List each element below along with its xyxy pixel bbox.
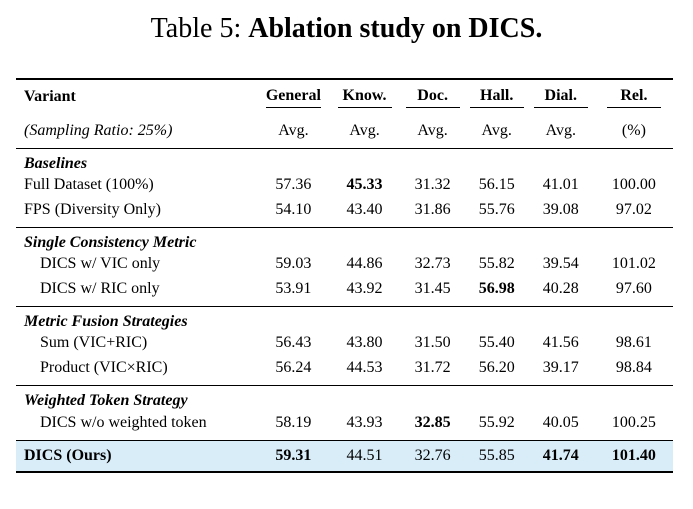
header-col-doc: Doc. [399, 79, 467, 114]
group-title-row: Metric Fusion Strategies [16, 306, 673, 332]
row-name: Sum (VIC+RIC) [40, 334, 148, 351]
table-row: FPS (Diversity Only) 54.10 43.40 31.86 5… [16, 197, 673, 228]
cell-know: 44.53 [346, 359, 383, 376]
cell-know: 43.92 [346, 280, 383, 297]
cell-general: 56.24 [275, 359, 312, 376]
header-col-know: Know. [330, 79, 398, 114]
header-row-sub: (Sampling Ratio: 25%) Avg. Avg. Avg. Avg… [16, 114, 673, 149]
cell-rel: 97.02 [615, 201, 652, 218]
group-title: Single Consistency Metric [24, 234, 197, 251]
cell-dial: 39.08 [542, 201, 579, 218]
cell-hall: 56.15 [478, 176, 515, 193]
cell-hall: 56.20 [478, 359, 515, 376]
cell-know: 44.51 [330, 440, 399, 472]
ablation-table-container: Variant General Know. Doc. Hall. Dial. R… [16, 78, 673, 473]
cell-general: 59.03 [275, 255, 312, 272]
cell-doc: 31.72 [414, 359, 451, 376]
caption-title: Ablation study on DICS. [248, 13, 543, 44]
table-row: DICS w/o weighted token 58.19 43.93 32.8… [16, 410, 673, 441]
cell-doc: 31.45 [414, 280, 451, 297]
cell-doc: 32.85 [414, 414, 451, 431]
cell-general: 59.31 [256, 440, 331, 472]
caption-label: Table 5: [150, 13, 249, 44]
header-col-rel: Rel. [595, 79, 673, 114]
cell-hall: 55.82 [478, 255, 515, 272]
table-row: DICS w/ RIC only 53.91 43.92 31.45 56.98… [16, 276, 673, 307]
cell-rel: 101.02 [611, 255, 656, 272]
row-name: DICS (Ours) [16, 440, 257, 472]
header-sub-know: Avg. [349, 122, 380, 139]
cell-know: 43.40 [346, 201, 383, 218]
cell-doc: 31.50 [414, 334, 451, 351]
row-name: Full Dataset (100%) [24, 176, 154, 193]
cell-dial: 41.74 [526, 440, 595, 472]
cell-dial: 40.05 [542, 414, 579, 431]
header-sub-doc: Avg. [417, 122, 448, 139]
cell-rel: 98.84 [615, 359, 652, 376]
header-sampling-ratio: (Sampling Ratio: 25%) [24, 122, 173, 139]
header-variant: Variant [24, 88, 76, 105]
cell-doc: 32.73 [414, 255, 451, 272]
row-name: FPS (Diversity Only) [24, 201, 161, 218]
cell-rel: 97.60 [615, 280, 652, 297]
ablation-table: Variant General Know. Doc. Hall. Dial. R… [16, 78, 673, 473]
group-title-row: Single Consistency Metric [16, 227, 673, 253]
cell-doc: 31.86 [414, 201, 451, 218]
header-col-dial: Dial. [527, 79, 595, 114]
cell-dial: 41.01 [542, 176, 579, 193]
cell-hall: 55.92 [478, 414, 515, 431]
cell-rel: 100.25 [611, 414, 656, 431]
cell-hall: 55.40 [478, 334, 515, 351]
cell-general: 57.36 [275, 176, 312, 193]
cell-know: 45.33 [346, 176, 383, 193]
row-name: DICS w/o weighted token [40, 414, 207, 431]
cell-hall: 55.85 [466, 440, 527, 472]
header-sub-rel: (%) [621, 122, 646, 139]
table-row: DICS w/ VIC only 59.03 44.86 32.73 55.82… [16, 252, 673, 276]
cell-dial: 40.28 [542, 280, 579, 297]
highlighted-row-ours: DICS (Ours) 59.31 44.51 32.76 55.85 41.7… [16, 440, 673, 472]
cell-rel: 101.40 [594, 440, 673, 472]
cell-general: 58.19 [275, 414, 312, 431]
group-title: Metric Fusion Strategies [24, 313, 188, 330]
row-name: DICS w/ RIC only [40, 280, 160, 297]
cell-general: 54.10 [275, 201, 312, 218]
cell-know: 43.93 [346, 414, 383, 431]
cell-rel: 100.00 [611, 176, 656, 193]
header-sub-general: Avg. [278, 122, 309, 139]
cell-know: 43.80 [346, 334, 383, 351]
row-name: DICS w/ VIC only [40, 255, 161, 272]
cell-rel: 98.61 [615, 334, 652, 351]
cell-general: 56.43 [275, 334, 312, 351]
row-name: Product (VIC×RIC) [40, 359, 168, 376]
group-title: Weighted Token Strategy [24, 392, 188, 409]
group-title-row: Weighted Token Strategy [16, 385, 673, 411]
cell-doc: 32.76 [398, 440, 467, 472]
header-sub-dial: Avg. [545, 122, 576, 139]
group-title: Baselines [24, 155, 88, 172]
header-row-names: Variant General Know. Doc. Hall. Dial. R… [16, 79, 673, 114]
cell-know: 44.86 [346, 255, 383, 272]
table-row: Full Dataset (100%) 57.36 45.33 31.32 56… [16, 173, 673, 197]
cell-general: 53.91 [275, 280, 312, 297]
table-row: Product (VIC×RIC) 56.24 44.53 31.72 56.2… [16, 355, 673, 386]
cell-dial: 41.56 [542, 334, 579, 351]
header-col-general: General [256, 79, 330, 114]
group-title-row: Baselines [16, 148, 673, 174]
cell-hall: 56.98 [478, 280, 515, 297]
header-sub-hall: Avg. [481, 122, 512, 139]
cell-dial: 39.17 [542, 359, 579, 376]
cell-dial: 39.54 [542, 255, 579, 272]
header-col-hall: Hall. [467, 79, 527, 114]
table-caption: Table 5: Ablation study on DICS. [0, 12, 693, 56]
cell-doc: 31.32 [414, 176, 451, 193]
table-row: Sum (VIC+RIC) 56.43 43.80 31.50 55.40 41… [16, 331, 673, 355]
cell-hall: 55.76 [478, 201, 515, 218]
